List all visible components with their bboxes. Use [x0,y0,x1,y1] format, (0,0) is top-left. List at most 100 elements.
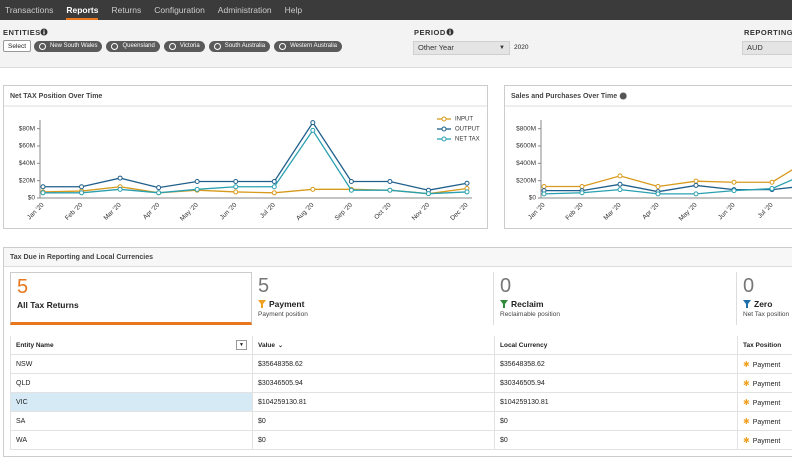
entity-chip[interactable]: New South Wales [34,41,103,52]
point [271,184,277,190]
currency-value: AUD [747,43,763,52]
tab-sub: Reclaimable position [500,311,560,318]
tax-panel: Tax Due in Reporting and Local Currencie… [3,247,792,457]
table-cell: ✱ Payment [737,393,792,412]
x-tick-label: May '20 [179,201,200,222]
filter-bar: ENTITIES Select PERIOD Other Year ▼ 2020 … [0,20,792,68]
table-cell: SA [10,412,252,431]
nav-item[interactable]: Reports [66,0,99,20]
status-icon: ✱ [743,379,750,388]
table-cell: ✱ Payment [737,374,792,393]
cell-text: $30346505.94 [500,380,545,387]
chart-title: Sales and Purchases Over Time [511,93,617,100]
y-tick-label: $600M [516,143,536,150]
tab[interactable]: 0 Zero Net Tax position [737,272,792,325]
series-line [544,169,792,188]
table-cell: WA [10,431,252,450]
entity-chip[interactable]: Queensland [106,41,160,52]
point [40,184,46,190]
funnel-icon [258,300,266,308]
nav-item[interactable]: Administration [217,5,272,15]
point [194,186,200,192]
currency-dropdown[interactable]: AUD [742,41,792,55]
table-cell: ✱ Payment [737,355,792,374]
table-cell: $0 [252,431,494,450]
table-cell: $0 [494,412,737,431]
cell-text: Payment [752,400,781,407]
entity-chip[interactable]: South Australia [208,41,271,52]
x-tick-label: Feb '20 [564,201,584,221]
series-line [544,183,792,193]
column-header[interactable]: Tax Position [737,336,792,355]
y-tick-label: $200M [516,177,536,184]
x-tick-label: Oct '20 [373,201,393,221]
column-header[interactable]: Entity Name ▼ [10,336,252,355]
tab-label: Zero [754,299,773,309]
entity-chip[interactable]: Victoria [163,41,205,52]
x-tick-label: Jan '20 [26,201,46,221]
tab[interactable]: 5 Payment Payment position [252,272,494,325]
info-icon[interactable] [446,28,454,36]
legend-label: NET TAX [455,137,480,143]
cell-text: Payment [752,362,781,369]
entity-chip[interactable]: Western Australia [274,41,343,52]
nav-item[interactable]: Help [284,5,303,15]
table-cell: QLD [10,374,252,393]
series-line [43,121,468,191]
column-header[interactable]: Local Currency [494,336,737,355]
info-icon[interactable] [619,92,627,100]
tab-label-row: Reclaim [500,299,736,309]
funnel-shape [500,300,508,308]
y-tick-label: $800M [516,125,536,132]
point [310,120,316,126]
x-tick-label: Jan '20 [527,201,547,221]
point [655,183,661,189]
nav-item[interactable]: Transactions [5,5,54,15]
header-text: Entity Name [16,342,54,349]
funnel-icon [743,300,751,308]
nav-item[interactable]: Returns [111,5,142,15]
point [348,179,354,185]
tab[interactable]: 0 Reclaim Reclaimable position [494,272,737,325]
cell-text: Payment [752,381,781,388]
x-tick-label: Mar '20 [602,201,622,221]
header-text: Tax Position [743,342,782,349]
series-line [43,129,468,195]
x-tick-label: Feb '20 [64,201,84,221]
table-cell: $35648358.62 [494,355,737,374]
tab[interactable]: 5 All Tax Returns [10,272,252,325]
y-tick-label: $40M [19,160,35,167]
nav-item[interactable]: Configuration [154,5,205,15]
point [233,189,239,195]
y-tick-label: $400M [516,160,536,167]
x-tick-label: May '20 [678,201,699,222]
reporting-label: REPORTING C [744,28,792,37]
point [769,179,775,185]
cell-text: $0 [258,437,266,444]
x-tick-label: Apr '20 [641,201,661,221]
table-cell: $35648358.62 [252,355,494,374]
point [541,191,547,197]
point [731,179,737,185]
cell-text: VIC [16,399,28,406]
point [271,179,277,185]
point [655,191,661,197]
x-tick-label: Aug '20 [295,201,316,222]
table-cell: $104259130.81 [252,393,494,412]
point [310,186,316,192]
cell-text: Payment [752,419,781,426]
tab-label: Reclaim [511,299,544,309]
point [79,184,85,190]
info-icon[interactable] [40,28,48,36]
x-tick-label: Jun '20 [717,201,737,221]
table-cell: ✱ Payment [737,431,792,450]
column-header[interactable]: Value ⌄ [252,336,494,355]
filter-button[interactable]: ▼ [236,340,247,350]
tab-label-row: All Tax Returns [17,300,251,310]
period-dropdown[interactable]: Other Year ▼ [413,41,510,55]
point [731,188,737,194]
cell-text: NSW [16,361,33,368]
entities-label: ENTITIES [3,28,41,37]
select-button[interactable]: Select [3,40,32,52]
point [156,190,162,196]
